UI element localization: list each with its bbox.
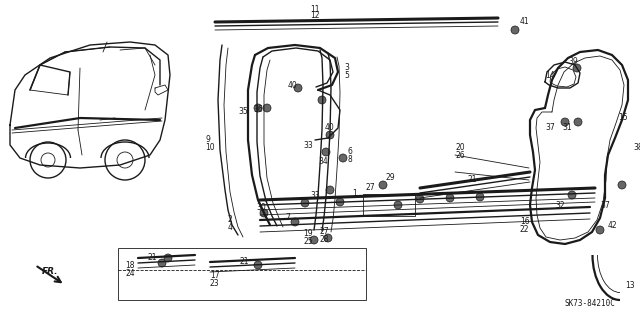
Text: 29: 29 — [386, 174, 396, 182]
Bar — [363, 194, 415, 216]
Text: 37: 37 — [600, 201, 610, 210]
Bar — [118, 248, 366, 300]
Text: 24: 24 — [125, 269, 134, 278]
Circle shape — [301, 199, 309, 207]
Circle shape — [158, 259, 166, 267]
Text: 21: 21 — [240, 257, 250, 266]
Text: 20: 20 — [455, 144, 465, 152]
Text: 14: 14 — [545, 70, 555, 79]
Text: 19: 19 — [303, 229, 312, 239]
Text: FR.: FR. — [42, 268, 58, 277]
Circle shape — [326, 186, 334, 194]
Text: 41: 41 — [520, 18, 530, 26]
Text: 15: 15 — [618, 114, 628, 122]
Text: 3: 3 — [344, 63, 349, 72]
Circle shape — [596, 226, 604, 234]
Text: 21: 21 — [468, 175, 477, 184]
Text: 7: 7 — [285, 213, 290, 222]
Circle shape — [446, 194, 454, 202]
Text: 10: 10 — [205, 144, 214, 152]
Text: 28: 28 — [320, 235, 330, 244]
Text: 38: 38 — [633, 144, 640, 152]
Text: 33: 33 — [303, 140, 313, 150]
Text: 40: 40 — [325, 123, 335, 132]
Text: 25: 25 — [303, 238, 312, 247]
Text: 2: 2 — [228, 216, 233, 225]
Text: 6: 6 — [348, 147, 353, 157]
Text: 27: 27 — [365, 183, 374, 192]
Circle shape — [568, 191, 576, 199]
Text: 16: 16 — [520, 218, 530, 226]
Text: 39: 39 — [568, 57, 578, 66]
Text: 18: 18 — [125, 261, 134, 270]
Text: 4: 4 — [228, 224, 233, 233]
Circle shape — [318, 96, 326, 104]
Text: 35: 35 — [238, 108, 248, 116]
Text: 27: 27 — [320, 227, 330, 236]
Circle shape — [324, 234, 332, 242]
Text: SK73-84210C: SK73-84210C — [564, 299, 615, 308]
Text: 8: 8 — [348, 155, 353, 165]
Circle shape — [164, 254, 172, 262]
Text: 31: 31 — [562, 123, 572, 132]
Circle shape — [573, 64, 581, 72]
Text: 13: 13 — [625, 280, 635, 290]
Circle shape — [263, 104, 271, 112]
Text: 9: 9 — [205, 136, 210, 145]
Text: 11: 11 — [310, 5, 319, 14]
Circle shape — [574, 118, 582, 126]
Text: 37: 37 — [545, 123, 555, 132]
Circle shape — [618, 181, 626, 189]
Text: 26: 26 — [455, 152, 465, 160]
Circle shape — [336, 198, 344, 206]
Text: 40: 40 — [288, 80, 298, 90]
Text: 5: 5 — [344, 71, 349, 80]
Circle shape — [561, 118, 569, 126]
Text: 30: 30 — [256, 204, 266, 212]
Circle shape — [254, 104, 262, 112]
Circle shape — [326, 131, 334, 139]
Circle shape — [310, 236, 318, 244]
Text: 33: 33 — [310, 190, 320, 199]
Circle shape — [260, 209, 268, 217]
Text: 1: 1 — [352, 189, 356, 197]
Text: 32: 32 — [555, 201, 564, 210]
Circle shape — [394, 201, 402, 209]
Circle shape — [339, 154, 347, 162]
Text: 12: 12 — [310, 11, 319, 20]
Text: 23: 23 — [210, 278, 220, 287]
Circle shape — [476, 193, 484, 201]
Circle shape — [294, 84, 302, 92]
Circle shape — [254, 261, 262, 269]
Text: 36: 36 — [253, 106, 263, 115]
Circle shape — [379, 181, 387, 189]
Text: 34: 34 — [318, 158, 328, 167]
Circle shape — [322, 148, 330, 156]
Text: 21: 21 — [148, 254, 157, 263]
Text: 42: 42 — [608, 220, 618, 229]
Text: 22: 22 — [520, 226, 529, 234]
Circle shape — [291, 218, 299, 226]
Text: 17: 17 — [210, 271, 220, 279]
Circle shape — [511, 26, 519, 34]
Circle shape — [416, 195, 424, 203]
